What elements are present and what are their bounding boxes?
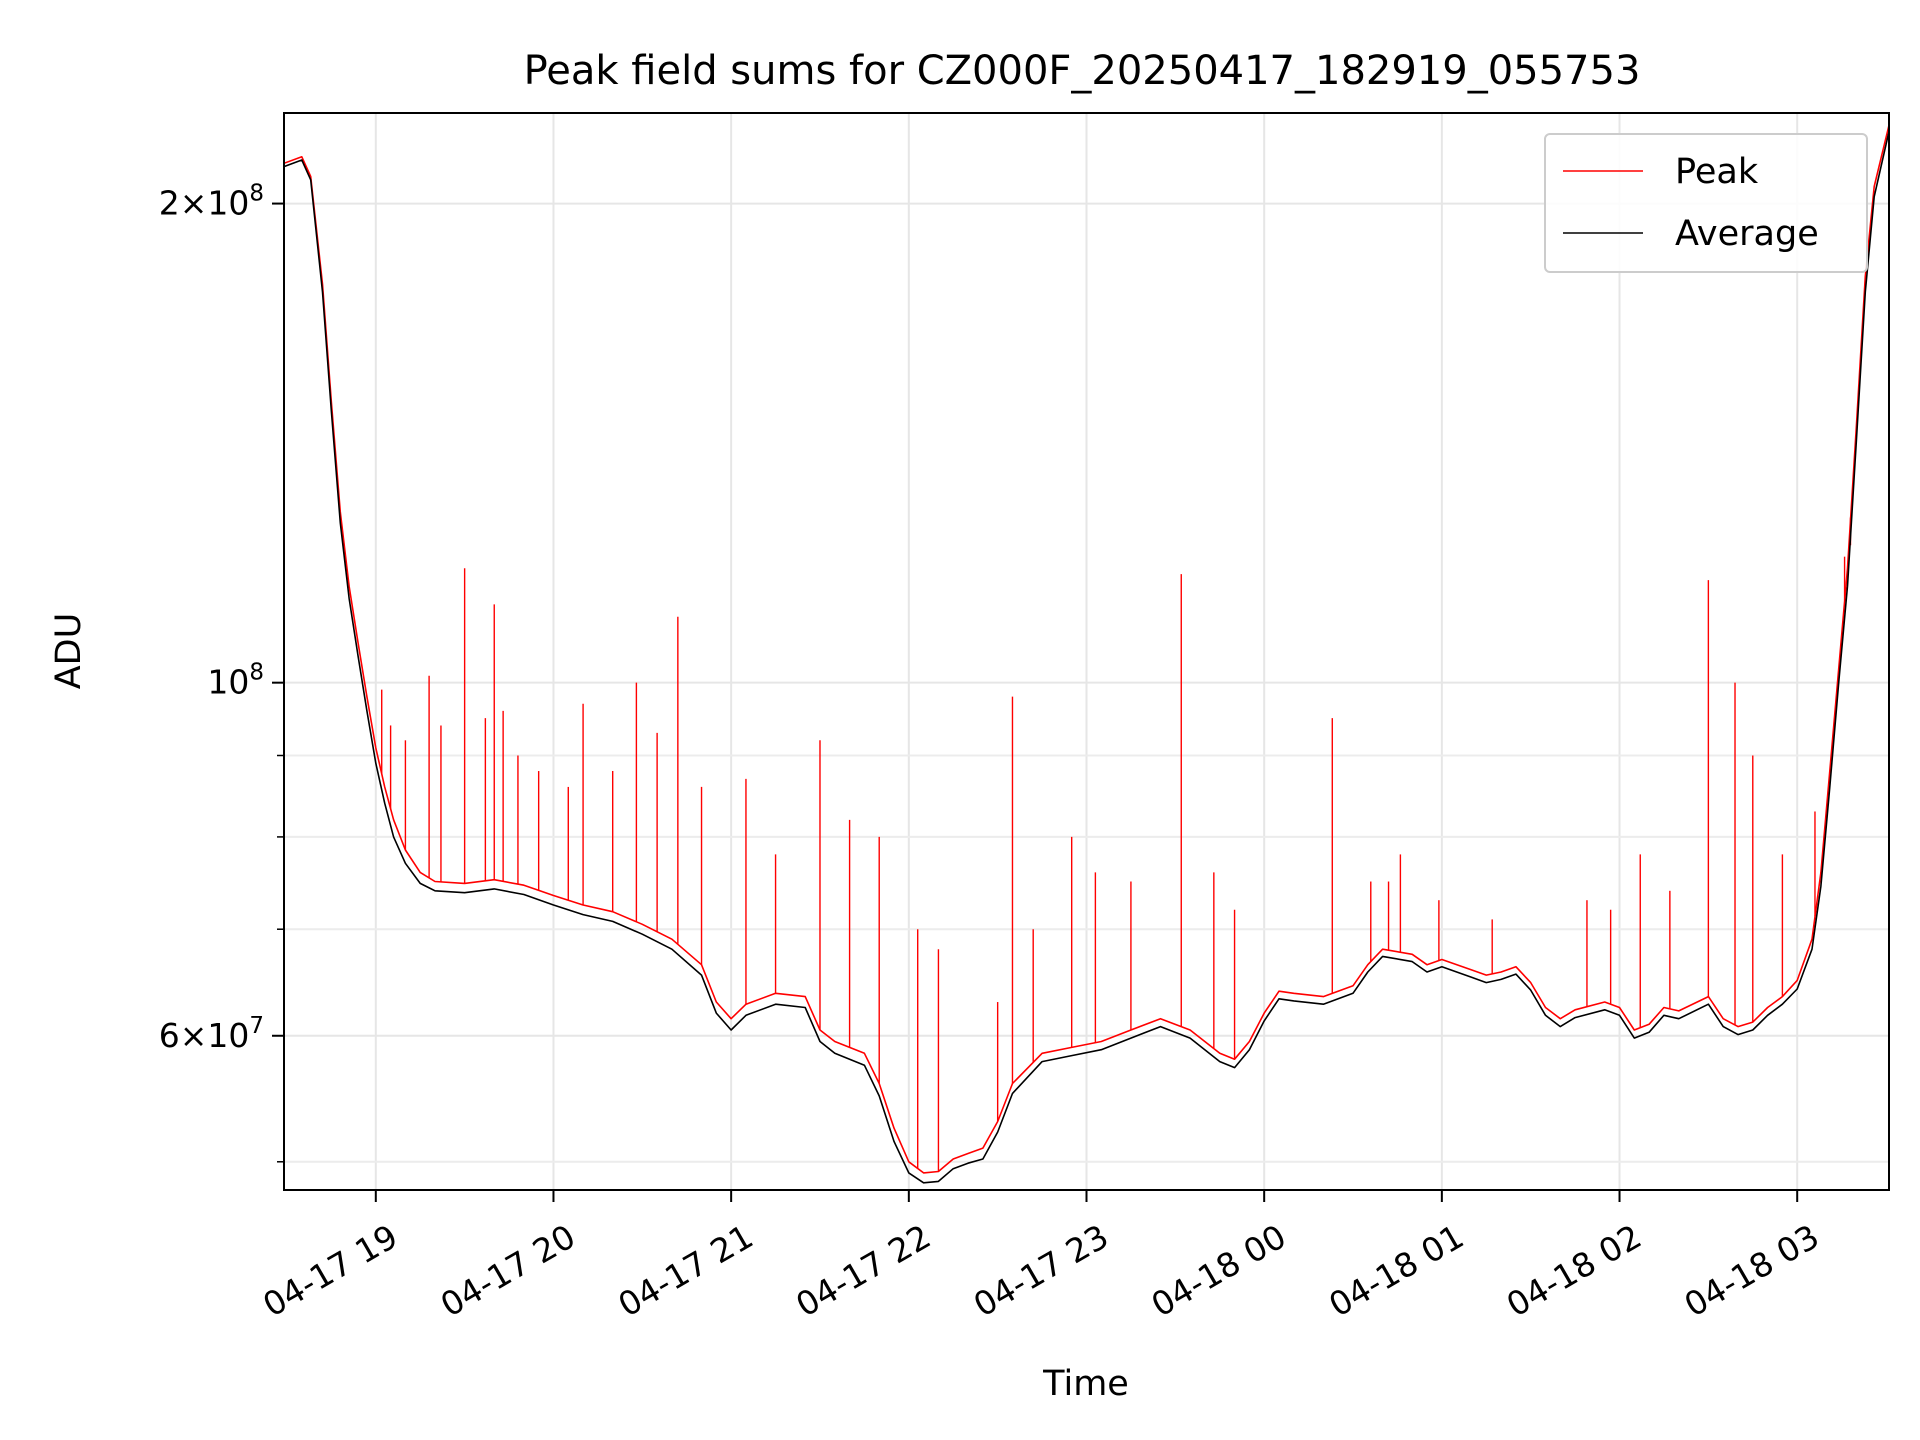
y-tick-label: 2×108	[159, 181, 264, 223]
chart-title: Peak field sums for CZ000F_20250417_1829…	[524, 48, 1641, 94]
y-tick-label: 108	[207, 660, 264, 702]
y-axis-label: ADU	[49, 613, 89, 690]
legend-box	[1544, 133, 1868, 273]
x-axis-label: Time	[1042, 1364, 1129, 1404]
series-layer	[284, 125, 1889, 1184]
y-tick-label: 6×107	[159, 1013, 264, 1055]
y-axis: 6×107 108 2×108	[159, 181, 284, 1163]
legend-average-label: Average	[1675, 214, 1819, 254]
legend-peak-label: Peak	[1675, 152, 1759, 192]
series-average-line	[284, 131, 1889, 1184]
grid-lines	[284, 113, 1889, 1190]
legend: Peak Average	[1544, 133, 1868, 273]
